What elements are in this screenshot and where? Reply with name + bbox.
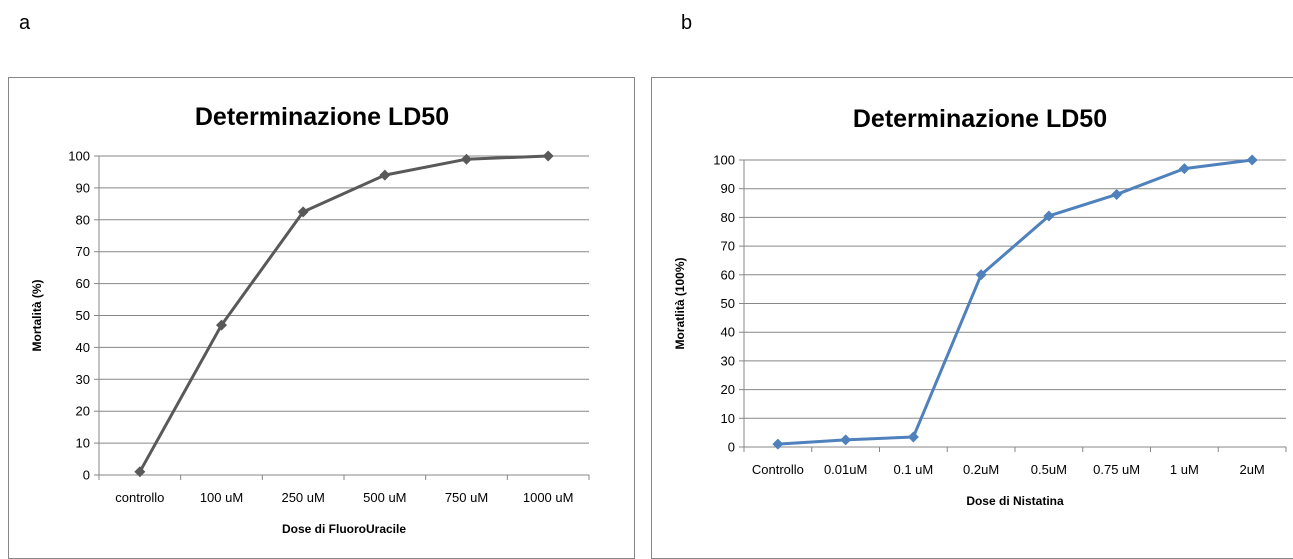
y-tick-label: 80 (76, 212, 90, 227)
data-point-marker (772, 438, 784, 450)
data-point-marker (1111, 188, 1123, 200)
y-tick-label: 60 (76, 276, 90, 291)
data-point-marker (840, 434, 852, 446)
x-tick-label: Controllo (752, 462, 804, 477)
y-tick-label: 80 (721, 210, 735, 225)
y-tick-label: 20 (76, 404, 90, 419)
x-tick-label: 500 uM (363, 490, 406, 505)
y-tick-label: 0 (83, 468, 90, 483)
x-tick-label: 100 uM (200, 490, 243, 505)
y-axis-label: Mortalità (%) (30, 279, 44, 351)
y-tick-label: 30 (76, 372, 90, 387)
x-axis-label: Dose di FluoroUracile (282, 522, 406, 536)
data-point-marker (134, 466, 146, 478)
x-tick-label: controllo (115, 490, 164, 505)
x-tick-label: 0.5uM (1031, 462, 1067, 477)
y-axis-label: Moratlità (100%) (673, 257, 687, 349)
y-tick-label: 100 (68, 149, 90, 164)
y-tick-label: 50 (76, 308, 90, 323)
y-tick-label: 30 (721, 353, 735, 368)
x-tick-label: 0.01uM (824, 462, 867, 477)
x-tick-label: 1000 uM (523, 490, 574, 505)
x-tick-label: 1 uM (1170, 462, 1199, 477)
data-point-marker (297, 206, 309, 218)
y-tick-label: 70 (721, 239, 735, 254)
x-tick-label: 250 uM (281, 490, 324, 505)
data-point-marker (1246, 154, 1258, 166)
y-tick-label: 90 (721, 181, 735, 196)
x-tick-label: 0.1 uM (894, 462, 934, 477)
x-tick-label: 0.2uM (963, 462, 999, 477)
chart-b: Determinazione LD50 0 10 20 30 40 50 60 70 80 90 10… (673, 105, 1287, 508)
y-tick-label: 10 (721, 411, 735, 426)
chart-title: Determinazione LD50 (853, 105, 1107, 133)
chart-b-frame: Determinazione LD50 0 10 20 30 40 50 60 70 80 90 10… (651, 77, 1293, 559)
x-tick-label: 2uM (1239, 462, 1264, 477)
data-point-marker (542, 150, 554, 162)
y-tick-label: 0 (728, 440, 735, 455)
data-point-marker (1178, 163, 1190, 175)
y-tick-label: 90 (76, 180, 90, 195)
data-point-marker (907, 431, 919, 443)
series-line (138, 154, 549, 473)
data-point-marker (461, 153, 472, 165)
data-point-marker (975, 269, 987, 281)
y-tick-label: 40 (76, 340, 90, 355)
x-axis-label: Dose di Nistatina (966, 494, 1064, 508)
panel-letter-a: a (19, 12, 31, 34)
data-point-marker (1043, 210, 1055, 222)
panel-letter-b: b (681, 12, 693, 34)
chart-a: Determinazione LD50 0 10 20 30 40 50 60 70 80 90 10… (30, 103, 590, 536)
y-tick-label: 50 (721, 296, 735, 311)
data-point-marker (216, 319, 227, 331)
y-tick-label: 60 (721, 267, 735, 282)
series-line (777, 158, 1253, 446)
chart-title: Determinazione LD50 (195, 103, 449, 131)
x-tick-label: 750 uM (445, 490, 488, 505)
y-tick-label: 20 (721, 382, 735, 397)
y-tick-label: 70 (76, 244, 90, 259)
y-tick-label: 10 (76, 436, 90, 451)
x-tick-label: 0.75 uM (1093, 462, 1140, 477)
y-tick-label: 100 (713, 153, 735, 168)
y-tick-label: 40 (721, 325, 735, 340)
chart-a-frame: Determinazione LD50 0 10 20 30 40 50 60 70 80 90 10… (8, 77, 635, 559)
data-point-marker (379, 169, 391, 181)
